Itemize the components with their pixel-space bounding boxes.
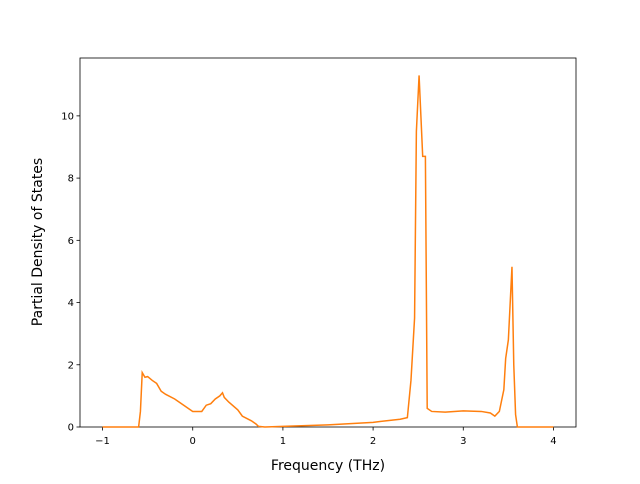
y-tick-label: 0 <box>68 423 74 434</box>
x-tick-label: −1 <box>95 436 110 447</box>
x-tick-label: 0 <box>190 436 196 447</box>
plot-frame <box>79 57 577 428</box>
y-tick-label: 4 <box>68 298 74 309</box>
y-tick-label: 6 <box>68 236 74 247</box>
y-tick-label: 10 <box>61 111 74 122</box>
y-tick-label: 2 <box>68 360 74 371</box>
x-axis-label: Frequency (THz) <box>271 458 385 474</box>
data-line <box>102 75 554 428</box>
y-axis-label: Partial Density of States <box>30 158 46 326</box>
x-tick-label: 4 <box>550 436 556 447</box>
x-tick-label: 1 <box>280 436 286 447</box>
x-tick-label: 3 <box>460 436 466 447</box>
x-tick-label: 2 <box>370 436 376 447</box>
y-tick-label: 8 <box>68 174 74 185</box>
